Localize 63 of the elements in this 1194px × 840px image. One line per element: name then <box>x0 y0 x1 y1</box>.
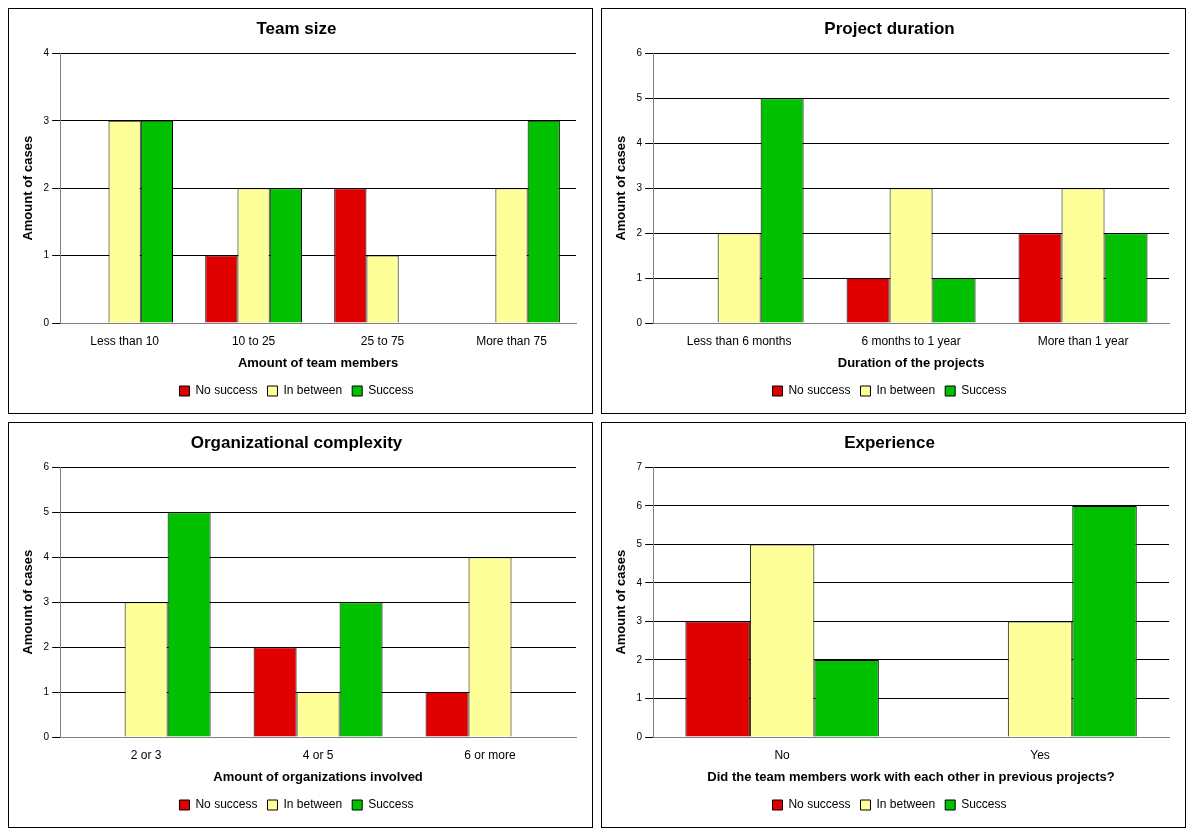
y-tick-label: 5 <box>43 506 50 518</box>
y-tick-label: 0 <box>636 730 643 742</box>
y-tick-label: 3 <box>636 615 643 627</box>
y-tick-label: 2 <box>636 653 643 665</box>
x-axis-title: Amount of team members <box>237 354 399 370</box>
y-tick-label: 1 <box>43 685 50 697</box>
y-tick-label: 0 <box>636 316 643 328</box>
legend-label: No success <box>195 383 258 398</box>
x-tick-label: Less than 10 <box>90 333 160 348</box>
x-tick-label: Less than 6 months <box>686 333 792 348</box>
chart-title: Project duration <box>824 18 955 38</box>
x-axis-title: Amount of organizations involved <box>213 768 423 784</box>
chart-title: Experience <box>844 432 935 452</box>
x-axis-title: Duration of the projects <box>837 354 985 370</box>
legend-label: No success <box>195 797 258 812</box>
legend-label: Success <box>961 797 1007 812</box>
legend-label: Success <box>368 797 414 812</box>
y-tick-label: 6 <box>636 499 643 511</box>
y-tick-label: 4 <box>43 551 50 563</box>
x-tick-label: More than 75 <box>476 333 548 348</box>
x-tick-label: 25 to 75 <box>360 333 405 348</box>
legend-label: Success <box>368 383 414 398</box>
y-axis-title: Amount of cases <box>20 549 36 655</box>
y-axis-title: Amount of cases <box>613 549 629 655</box>
x-axis-title: Did the team members work with each other in previous projects? <box>707 768 1115 784</box>
y-axis-title: Amount of cases <box>20 135 36 241</box>
y-tick-label: 4 <box>43 47 50 59</box>
legend-label: No success <box>788 383 851 398</box>
legend-label: No success <box>788 797 851 812</box>
x-tick-label: 10 to 25 <box>231 333 276 348</box>
legend-label: Success <box>961 383 1007 398</box>
y-tick-label: 2 <box>43 181 50 193</box>
legend-label: In between <box>876 383 936 398</box>
y-tick-label: 6 <box>636 47 643 59</box>
y-tick-label: 3 <box>636 181 643 193</box>
y-tick-label: 0 <box>43 730 50 742</box>
y-tick-label: 5 <box>636 538 643 550</box>
y-tick-label: 2 <box>43 640 50 652</box>
y-tick-label: 1 <box>636 692 643 704</box>
y-tick-label: 4 <box>636 576 643 588</box>
y-tick-label: 7 <box>636 461 643 473</box>
y-tick-label: 0 <box>43 316 50 328</box>
y-tick-label: 2 <box>636 226 643 238</box>
x-tick-label: 6 or more <box>464 747 517 762</box>
x-tick-label: More than 1 year <box>1037 333 1129 348</box>
y-axis-title: Amount of cases <box>613 135 629 241</box>
chart-title: Team size <box>256 18 337 38</box>
legend-label: In between <box>876 797 936 812</box>
legend-label: In between <box>283 383 343 398</box>
x-tick-label: 2 or 3 <box>130 747 162 762</box>
chart-title: Organizational complexity <box>190 432 403 452</box>
y-tick-label: 1 <box>636 271 643 283</box>
y-tick-label: 1 <box>43 249 50 261</box>
x-tick-label: 4 or 5 <box>302 747 334 762</box>
y-tick-label: 5 <box>636 92 643 104</box>
y-tick-label: 3 <box>43 595 50 607</box>
y-tick-label: 6 <box>43 461 50 473</box>
y-tick-label: 3 <box>43 114 50 126</box>
legend-label: In between <box>283 797 343 812</box>
x-tick-label: Yes <box>1030 747 1050 762</box>
x-tick-label: No <box>774 747 791 762</box>
y-tick-label: 4 <box>636 137 643 149</box>
x-tick-label: 6 months to 1 year <box>861 333 961 348</box>
